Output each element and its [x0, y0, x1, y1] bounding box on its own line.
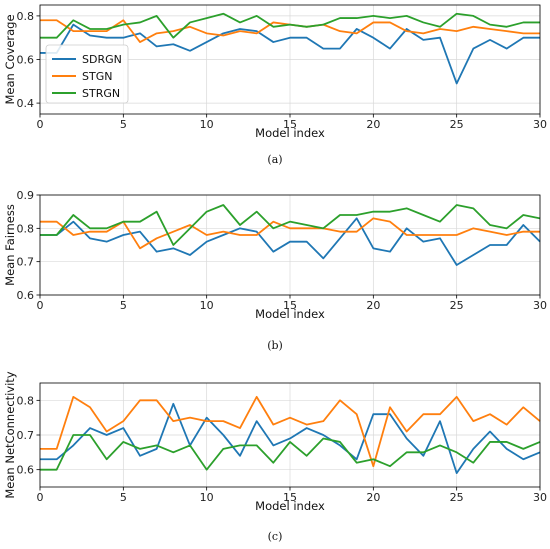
panel-a-ylabel: Mean Coverage — [3, 14, 17, 104]
panel-c-series-strgn — [40, 434, 541, 471]
panel-c-xtick-label: 5 — [120, 491, 127, 504]
panel-b-grid — [39, 194, 541, 296]
panel-a-ytick-label: 0.6 — [17, 54, 35, 67]
panel-a-caption: (a) — [267, 153, 282, 166]
panel-a-xtick-label: 0 — [37, 118, 44, 131]
panel-b-xtick-label: 20 — [366, 299, 380, 312]
panel-a-ytick-label: 0.8 — [17, 10, 35, 23]
panel-c-xtick-label: 20 — [366, 491, 380, 504]
panel-a-xtick-label: 30 — [533, 118, 547, 131]
panel-a: 0 5 10 15 20 25 30 0.4 0.6 0.8 Model index Mean C… — [3, 4, 548, 166]
panel-b-series — [40, 204, 541, 266]
panel-a-series — [40, 12, 540, 85]
panel-c-series-stgn — [40, 395, 541, 468]
panel-c-ylabel: Mean NetConnectivity — [3, 371, 17, 498]
panel-c-xtick-label: 25 — [450, 491, 464, 504]
panel-a-grid — [39, 5, 541, 114]
panel-a-xtick-label: 25 — [450, 118, 464, 131]
panel-a-series-strgn — [40, 12, 540, 39]
legend: SDRGN STGN STRGN — [45, 44, 129, 104]
panel-b-xlabel: Model index — [255, 307, 325, 321]
panel-a-ytick-label: 0.4 — [17, 97, 35, 110]
panel-b-xtick-label: 15 — [283, 299, 297, 312]
panel-c-xlabel: Model index — [255, 499, 325, 513]
panel-b-xtick-label: 5 — [120, 299, 127, 312]
panel-a-ticks: 0 5 10 15 20 25 30 0.4 0.6 0.8 — [17, 10, 548, 131]
panel-b-series-sdrgn — [40, 217, 541, 266]
panel-b-caption: (b) — [267, 339, 283, 352]
panel-b-xtick-label: 0 — [37, 299, 44, 312]
panel-b-xtick-label: 10 — [200, 299, 214, 312]
panel-a-xtick-label: 15 — [283, 118, 297, 131]
panel-b-ytick-label: 0.8 — [17, 222, 35, 235]
panel-c-caption: (c) — [268, 530, 283, 543]
legend-label-strgn: STRGN — [82, 87, 120, 100]
panel-c-series-sdrgn — [40, 402, 541, 475]
panel-c-xtick-label: 30 — [533, 491, 547, 504]
panel-b-ticks: 0 5 10 15 20 25 30 0.6 0.7 0.8 0.9 — [17, 189, 548, 312]
panel-a-xtick-label: 20 — [366, 118, 380, 131]
panel-b-xtick-label: 25 — [450, 299, 464, 312]
panel-b: 0 5 10 15 20 25 30 0.6 0.7 0.8 0.9 Model index Mea… — [3, 189, 547, 352]
legend-label-sdrgn: SDRGN — [82, 53, 122, 66]
legend-label-stgn: STGN — [82, 70, 112, 83]
panel-c-series — [40, 395, 541, 475]
panel-b-ytick-label: 0.7 — [17, 256, 35, 269]
panel-b-ytick-label: 0.9 — [17, 189, 35, 202]
panel-b-ylabel: Mean Fairness — [3, 204, 17, 286]
panel-b-ytick-label: 0.6 — [17, 289, 35, 302]
panel-c-ytick-label: 0.7 — [17, 429, 35, 442]
panel-c-ytick-label: 0.8 — [17, 394, 35, 407]
panel-c-xtick-label: 15 — [283, 491, 297, 504]
panel-a-xlabel: Model index — [255, 126, 325, 140]
panel-c-ticks: 0 5 10 15 20 25 30 0.6 0.7 0.8 — [17, 394, 548, 504]
panel-c-xtick-label: 0 — [37, 491, 44, 504]
panel-a-series-sdrgn — [40, 23, 540, 85]
panel-c-grid — [39, 383, 541, 487]
panel-b-xtick-label: 30 — [533, 299, 547, 312]
panel-b-series-strgn — [40, 204, 541, 246]
panel-c-ytick-label: 0.6 — [17, 464, 35, 477]
panel-a-xtick-label: 10 — [200, 118, 214, 131]
panel-c: 0 5 10 15 20 25 30 0.6 0.7 0.8 Model index Mean N… — [3, 371, 547, 543]
panel-c-xtick-label: 10 — [200, 491, 214, 504]
panel-a-xtick-label: 5 — [120, 118, 127, 131]
